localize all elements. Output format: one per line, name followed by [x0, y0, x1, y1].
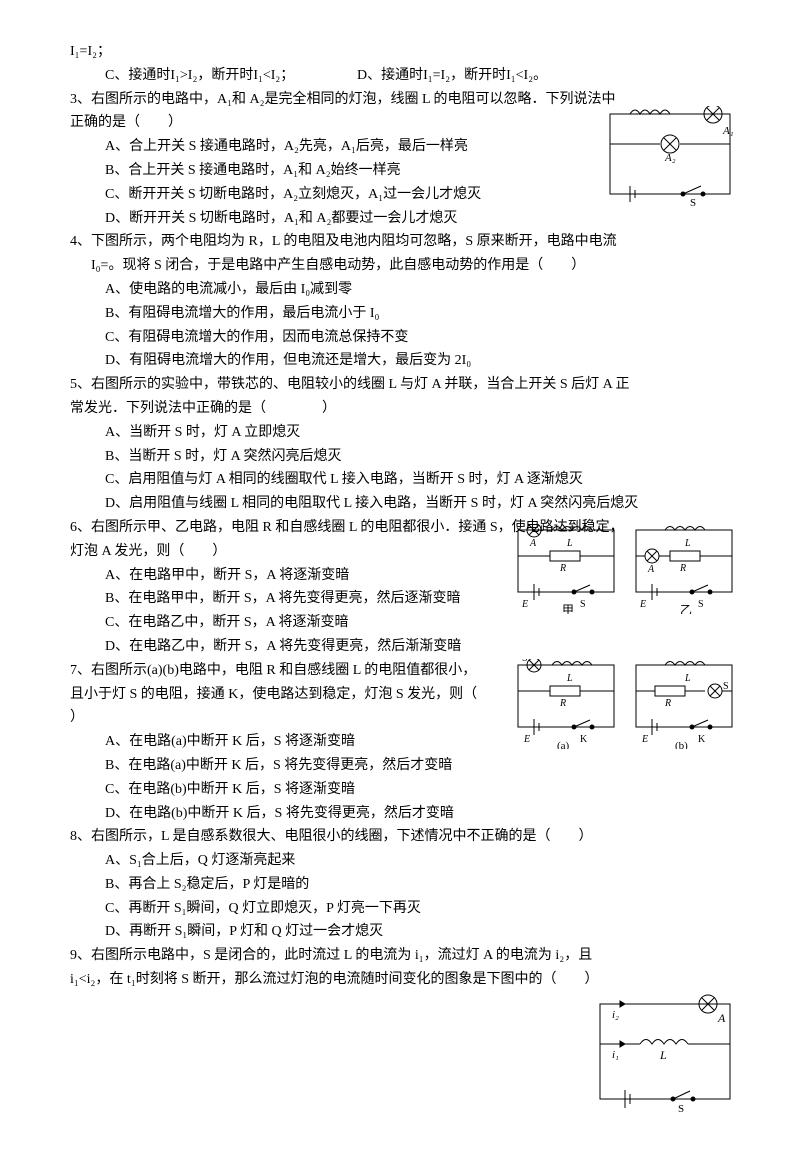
svg-text:(b): (b): [675, 740, 688, 749]
q4-c: C、有阻碍电流增大的作用，因而电流总保持不变: [70, 326, 740, 350]
svg-text:E: E: [639, 599, 646, 610]
q5-stem2: 常发光．下列说法中正确的是（ ）: [70, 397, 740, 421]
q3-diagram: A₁ A₂ S: [605, 106, 740, 206]
svg-text:i₂: i₂: [612, 1009, 619, 1021]
svg-text:S: S: [678, 1103, 684, 1114]
q7-dia-a: S L R E K (a): [512, 659, 622, 749]
q5-a: A、当断开 S 时，灯 A 立即熄灭: [70, 421, 740, 445]
q7-dia-b: L R S E K (b): [630, 659, 740, 749]
line-top: I₁=I₂；: [70, 40, 740, 64]
q4-block: 4、下图所示，两个电阻均为 R，L 的电阻及电池内阻均可忽略，S 原来断开，电路…: [70, 230, 740, 373]
q6-dia-yi: L A R E S 乙: [630, 524, 740, 614]
q6-dia-jia: A L R E S 甲: [512, 524, 622, 614]
svg-text:E: E: [521, 599, 528, 610]
svg-text:S: S: [723, 681, 729, 692]
q8-b: B、再合上 S₂稳定后，P 灯是暗的: [70, 873, 740, 897]
svg-text:E: E: [641, 734, 648, 745]
q6-d: D、在电路乙中，断开 S，A 将先变得更亮，然后渐渐变暗: [70, 635, 740, 659]
svg-text:R: R: [679, 563, 686, 574]
svg-text:S: S: [690, 197, 696, 206]
q8-d: D、再断开 S₁瞬间，P 灯和 Q 灯过一会才熄灭: [70, 920, 740, 944]
q5-d: D、启用阻值与线圈 L 相同的电阻取代 L 接入电路，当断开 S 时，灯 A 突…: [70, 492, 740, 516]
label-yi: 乙: [680, 603, 692, 614]
svg-text:A₂: A₂: [664, 152, 676, 164]
svg-text:S: S: [580, 599, 586, 610]
q6-c: C、在电路乙中，断开 S，A 将逐渐变暗: [70, 611, 740, 635]
svg-text:A₁: A₁: [722, 125, 734, 137]
q9-stem2: i₁<i₂，在 t₁时刻将 S 断开，那么流过灯泡的电流随时间变化的图象是下图中…: [70, 968, 740, 992]
q9-diagram: A L i₂ i₁ S: [590, 994, 740, 1114]
q4-b: B、有阻碍电流增大的作用，最后电流小于 I₀: [70, 302, 740, 326]
svg-text:L: L: [566, 538, 573, 549]
svg-text:S: S: [698, 599, 704, 610]
svg-text:L: L: [684, 538, 691, 549]
q5-block: 5、右图所示的实验中，带铁芯的、电阻较小的线圈 L 与灯 A 并联，当合上开关 …: [70, 373, 740, 516]
svg-text:R: R: [664, 698, 671, 709]
svg-text:A: A: [647, 564, 655, 575]
q5-stem1: 5、右图所示的实验中，带铁芯的、电阻较小的线圈 L 与灯 A 并联，当合上开关 …: [70, 373, 740, 397]
q6-diagram: A L R E S 甲 L A R: [512, 524, 740, 614]
q4-stem1: 4、下图所示，两个电阻均为 R，L 的电阻及电池内阻均可忽略，S 原来断开，电路…: [70, 230, 740, 254]
opt-d: D、接通时I₁=I₂，断开时I₁<I₂。: [357, 64, 547, 88]
q9-block: 9、右图所示电路中，S 是闭合的，此时流过 L 的电流为 i₁，流过灯 A 的电…: [70, 944, 740, 1122]
label-jia: 甲: [562, 603, 574, 614]
svg-text:L: L: [684, 673, 691, 684]
q6-block: 6、右图所示甲、乙电路，电阻 R 和自感线圈 L 的电阻都很小．接通 S，使电路…: [70, 516, 740, 659]
svg-text:R: R: [559, 563, 566, 574]
q8-c: C、再断开 S₁瞬间，Q 灯立即熄灭，P 灯亮一下再灭: [70, 897, 740, 921]
svg-text:(a): (a): [557, 740, 570, 749]
q7-d: D、在电路(b)中断开 K 后，S 将先变得更亮，然后才变暗: [70, 802, 740, 826]
svg-text:R: R: [559, 698, 566, 709]
q8-a: A、S₁合上后，Q 灯逐渐亮起来: [70, 849, 740, 873]
svg-text:A: A: [529, 538, 537, 549]
svg-text:E: E: [523, 734, 530, 745]
q7-b: B、在电路(a)中断开 K 后，S 将先变得更亮，然后才变暗: [70, 754, 740, 778]
svg-text:S: S: [522, 659, 528, 664]
opt-c: C、接通时I₁>I₂，断开时I₁<I₂；: [105, 64, 357, 88]
svg-text:L: L: [566, 673, 573, 684]
q5-c: C、启用阻值与灯 A 相同的线圈取代 L 接入电路，当断开 S 时，灯 A 逐渐…: [70, 468, 740, 492]
q8-block: 8、右图所示，L 是自感系数很大、电阻很小的线圈，下述情况中不正确的是（ ） A…: [70, 825, 740, 944]
q4-d: D、有阻碍电流增大的作用，但电流还是增大，最后变为 2I₀: [70, 349, 740, 373]
svg-text:L: L: [659, 1048, 667, 1062]
svg-text:i₁: i₁: [612, 1049, 619, 1061]
opt-cd-row: C、接通时I₁>I₂，断开时I₁<I₂； D、接通时I₁=I₂，断开时I₁<I₂…: [70, 64, 740, 88]
q9-stem1: 9、右图所示电路中，S 是闭合的，此时流过 L 的电流为 i₁，流过灯 A 的电…: [70, 944, 740, 968]
q7-c: C、在电路(b)中断开 K 后，S 将逐渐变暗: [70, 778, 740, 802]
q7-diagram: S L R E K (a) L R: [512, 659, 740, 749]
q3-block: 3、右图所示的电路中，A₁和 A₂是完全相同的灯泡，线圈 L 的电阻可以忽略．下…: [70, 88, 740, 231]
q4-a: A、使电路的电流减小，最后由 I₀减到零: [70, 278, 740, 302]
svg-text:K: K: [698, 734, 706, 745]
q3-d: D、断开开关 S 切断电路时，A₁和 A₂都要过一会儿才熄灭: [70, 207, 740, 231]
svg-text:A: A: [717, 1011, 726, 1025]
q8-stem: 8、右图所示，L 是自感系数很大、电阻很小的线圈，下述情况中不正确的是（ ）: [70, 825, 740, 849]
q5-b: B、当断开 S 时，灯 A 突然闪亮后熄灭: [70, 445, 740, 469]
q7-block: 7、右图所示(a)(b)电路中，电阻 R 和自感线圈 L 的电阻值都很小， 且小…: [70, 659, 740, 826]
q4-stem2: I₀=。现将 S 闭合，于是电路中产生自感电动势，此自感电动势的作用是（ ）: [70, 254, 740, 278]
svg-text:K: K: [580, 734, 588, 745]
